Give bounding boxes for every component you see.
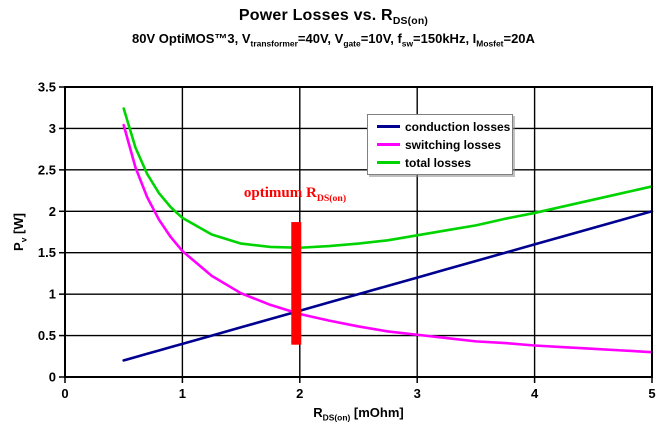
x-tick-label: 5 bbox=[648, 386, 655, 401]
y-tick-label: 1 bbox=[49, 287, 56, 302]
x-tick-label: 2 bbox=[296, 386, 303, 401]
series-total-losses bbox=[122, 107, 654, 250]
series-curves bbox=[122, 107, 654, 362]
y-tick-label: 0.5 bbox=[38, 328, 56, 343]
axis-ticks bbox=[59, 86, 653, 383]
y-tick-label: 3 bbox=[49, 121, 56, 136]
legend-label: conduction losses bbox=[405, 119, 511, 134]
series-switching-losses bbox=[122, 123, 654, 354]
x-tick-label: 3 bbox=[414, 386, 421, 401]
x-tick-label: 1 bbox=[179, 386, 186, 401]
legend-item-conduction-losses: conduction losses bbox=[377, 119, 512, 134]
series-conduction-losses bbox=[122, 209, 654, 362]
legend: conduction losses switching losses total… bbox=[367, 114, 513, 175]
x-tick-label: 0 bbox=[61, 386, 68, 401]
gridlines bbox=[65, 87, 652, 377]
y-tick-label: 2 bbox=[49, 204, 56, 219]
optimum-rdson-annotation: optimum RDS(on) bbox=[243, 185, 347, 204]
x-axis-label: RDS(on) [mOhm] bbox=[313, 405, 404, 423]
legend-item-total-losses: total losses bbox=[377, 155, 512, 170]
y-tick-label: 0 bbox=[49, 370, 56, 385]
optimum-marker-bar bbox=[291, 222, 302, 345]
y-tick-label: 3.5 bbox=[38, 80, 56, 95]
chart-subtitle: 80V OptiMOS™3, Vtransformer=40V, Vgate=1… bbox=[132, 31, 535, 49]
plot-border bbox=[64, 86, 653, 378]
y-axis-label: Pv [W] bbox=[11, 213, 29, 251]
chart-title: Power Losses vs. RDS(on) bbox=[238, 7, 429, 28]
switching-losses-line-swatch bbox=[377, 143, 400, 146]
legend-item-switching-losses: switching losses bbox=[377, 137, 512, 152]
y-tick-label: 1.5 bbox=[38, 245, 56, 260]
legend-label: switching losses bbox=[405, 137, 502, 152]
x-tick-label: 4 bbox=[531, 386, 539, 401]
legend-label: total losses bbox=[405, 155, 472, 170]
tick-labels: 0 1 2 3 4 5 0 0.5 1 1.5 2 2.5 3 3.5 bbox=[38, 80, 656, 402]
y-tick-label: 2.5 bbox=[38, 162, 56, 177]
conduction-losses-line-swatch bbox=[377, 125, 400, 128]
total-losses-line-swatch bbox=[377, 161, 400, 164]
